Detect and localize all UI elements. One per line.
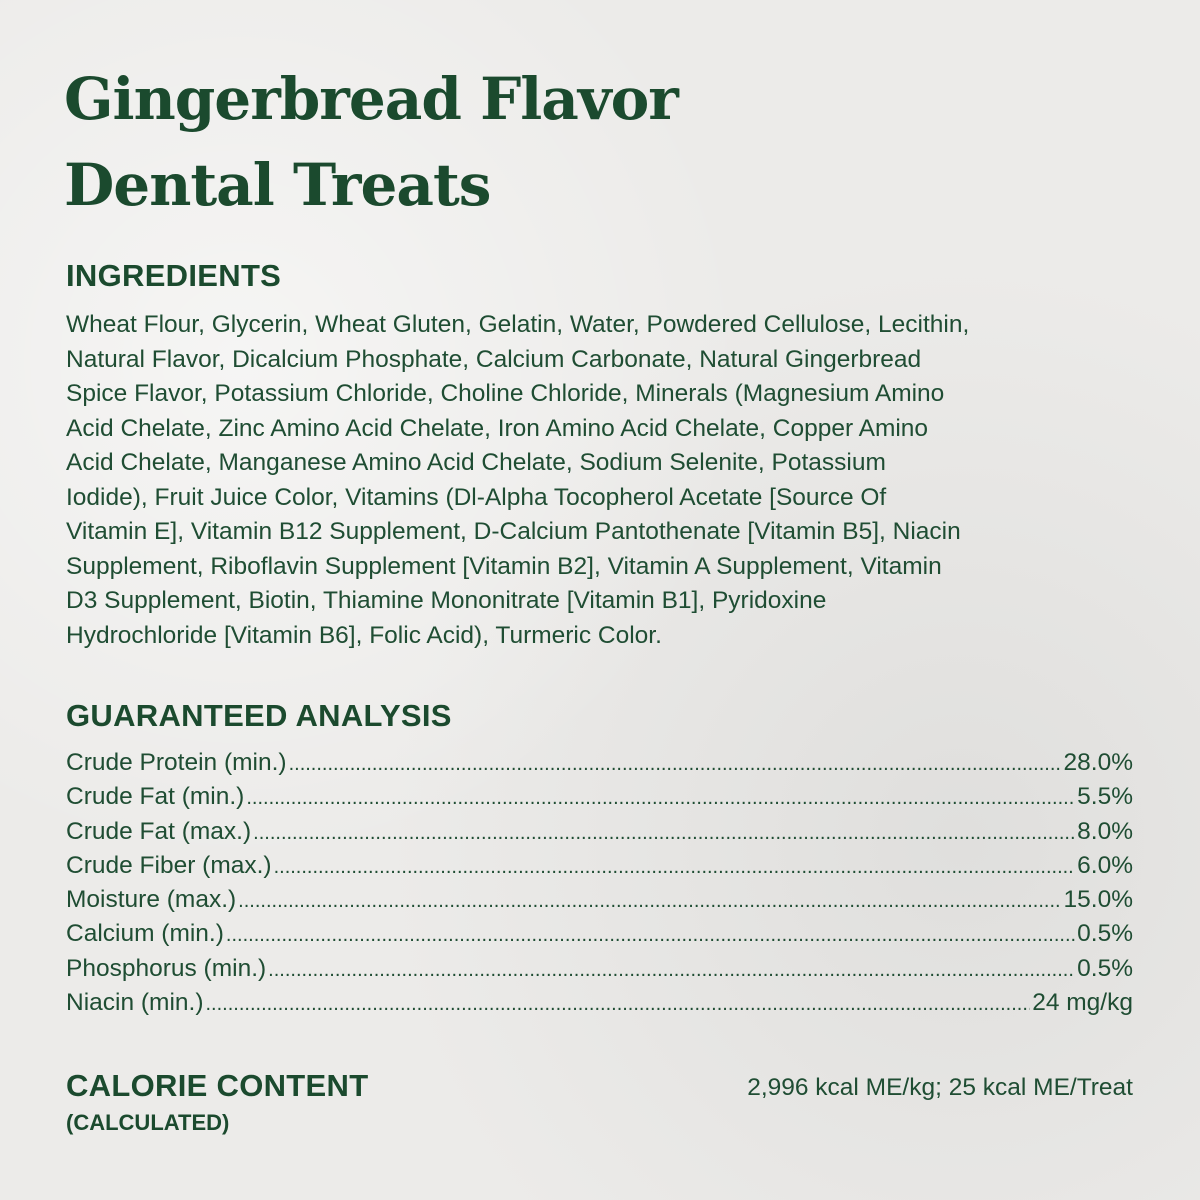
- dot-leader: [206, 986, 1031, 1021]
- analysis-label: Moisture (max.): [66, 886, 237, 914]
- title-line-2: Dental Treats: [64, 151, 491, 219]
- ingredients-line: Acid Chelate, Manganese Amino Acid Chela…: [66, 449, 886, 476]
- ingredients-list: Wheat Flour, Glycerin, Wheat Gluten, Gel…: [66, 308, 1156, 653]
- analysis-value: 28.0%: [1063, 749, 1133, 776]
- analysis-value: 8.0%: [1077, 817, 1133, 845]
- calorie-value: 2,996 kcal ME/kg; 25 kcal ME/Treat: [747, 1074, 1133, 1101]
- dot-leader: [238, 883, 1061, 918]
- calorie-content-heading: CALORIE CONTENT: [66, 1068, 369, 1103]
- ingredients-line: Natural Flavor, Dicalcium Phosphate, Cal…: [66, 345, 922, 373]
- ingredients-line: Wheat Flour, Glycerin, Wheat Gluten, Gel…: [66, 311, 970, 338]
- ingredients-line: Spice Flavor, Potassium Chloride, Cholin…: [66, 380, 945, 407]
- analysis-row: Crude Fiber (max.) 6.0%: [66, 849, 1133, 883]
- guaranteed-analysis-heading: GUARANTEED ANALYSIS: [66, 698, 452, 733]
- ingredients-line: Vitamin E], Vitamin B12 Supplement, D-Ca…: [66, 518, 961, 545]
- ingredients-line: Acid Chelate, Zinc Amino Acid Chelate, I…: [66, 414, 929, 442]
- ingredients-line: Hydrochloride [Vitamin B6], Folic Acid),…: [66, 621, 662, 649]
- ingredients-heading: INGREDIENTS: [66, 258, 282, 293]
- ingredients-line: D3 Supplement, Biotin, Thiamine Mononitr…: [66, 587, 827, 614]
- dot-leader: [226, 917, 1075, 952]
- analysis-value: 24 mg/kg: [1032, 989, 1133, 1017]
- analysis-value: 0.5%: [1077, 920, 1133, 948]
- analysis-row: Niacin (min.) 24 mg/kg: [66, 986, 1133, 1020]
- dot-leader: [268, 952, 1075, 987]
- analysis-value: 5.5%: [1077, 783, 1133, 811]
- analysis-row: Crude Fat (min.) 5.5%: [66, 780, 1133, 814]
- analysis-label: Niacin (min.): [66, 989, 204, 1017]
- dot-leader: [274, 849, 1076, 884]
- analysis-row: Calcium (min.) 0.5%: [66, 917, 1133, 951]
- analysis-row: Crude Protein (min.) 28.0%: [66, 746, 1133, 780]
- analysis-label: Crude Fat (max.): [66, 817, 252, 845]
- analysis-value: 0.5%: [1077, 954, 1133, 982]
- dot-leader: [253, 815, 1075, 850]
- analysis-label: Calcium (min.): [66, 920, 224, 948]
- product-title: Gingerbread Flavor Dental Treats: [64, 56, 679, 228]
- analysis-row: Phosphorus (min.) 0.5%: [66, 952, 1133, 986]
- analysis-value: 6.0%: [1077, 851, 1133, 879]
- analysis-label: Crude Protein (min.): [66, 749, 287, 776]
- ingredients-line: Iodide), Fruit Juice Color, Vitamins (Dl…: [66, 483, 887, 511]
- dot-leader: [246, 780, 1075, 815]
- dot-leader: [289, 746, 1062, 781]
- ingredients-line: Supplement, Riboflavin Supplement [Vitam…: [66, 552, 942, 580]
- analysis-row: Moisture (max.) 15.0%: [66, 883, 1133, 917]
- analysis-value: 15.0%: [1063, 886, 1133, 914]
- guaranteed-analysis-table: Crude Protein (min.) 28.0% Crude Fat (min…: [66, 746, 1133, 1020]
- title-line-1: Gingerbread Flavor: [64, 65, 679, 133]
- analysis-label: Crude Fat (min.): [66, 783, 245, 811]
- analysis-row: Crude Fat (max.) 8.0%: [66, 815, 1133, 849]
- analysis-label: Phosphorus (min.): [66, 954, 267, 982]
- calorie-subheading: (CALCULATED): [66, 1110, 230, 1135]
- analysis-label: Crude Fiber (max.): [66, 851, 272, 879]
